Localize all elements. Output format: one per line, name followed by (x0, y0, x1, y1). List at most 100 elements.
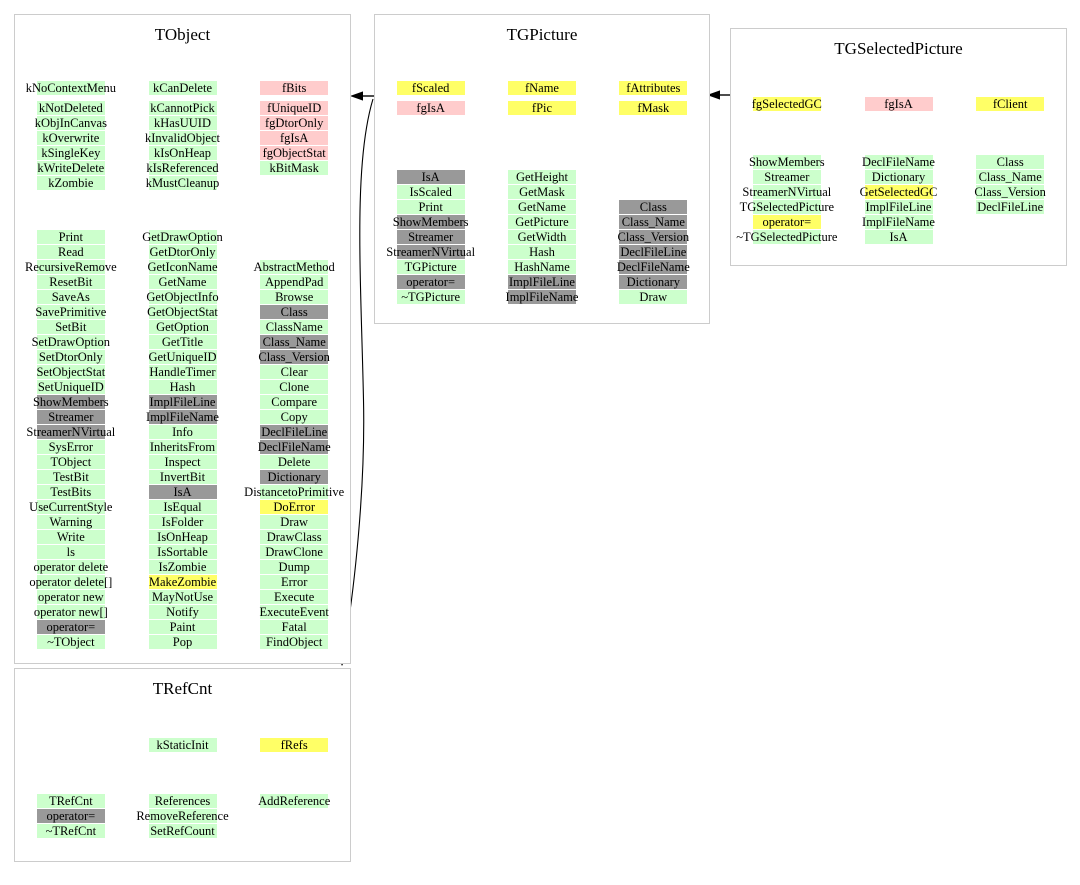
cell-makezombie[interactable]: MakeZombie (148, 575, 217, 589)
cell-showmembers[interactable]: ShowMembers (393, 215, 469, 229)
cell-fatal[interactable]: Fatal (260, 620, 329, 634)
cell-print[interactable]: Print (36, 230, 105, 244)
cell-dictionary[interactable]: Dictionary (619, 275, 688, 289)
cell-streamer[interactable]: Streamer (396, 230, 465, 244)
cell-implfilename[interactable]: ImplFileName (862, 215, 935, 229)
cell-execute[interactable]: Execute (260, 590, 329, 604)
cell-streamer[interactable]: Streamer (752, 170, 821, 184)
cell-gettitle[interactable]: GetTitle (148, 335, 217, 349)
cell-streamernvirtual[interactable]: StreamerNVirtual (26, 425, 115, 439)
cell-~tgpicture[interactable]: ~TGPicture (396, 290, 465, 304)
cell-getselectedgc[interactable]: GetSelectedGC (860, 185, 937, 199)
cell-executeevent[interactable]: ExecuteEvent (259, 605, 329, 619)
cell-kmustcleanup[interactable]: kMustCleanup (146, 176, 219, 190)
cell-iszombie[interactable]: IsZombie (148, 560, 217, 574)
cell-isfolder[interactable]: IsFolder (148, 515, 217, 529)
class-title-tobject[interactable]: TObject (154, 25, 211, 44)
cell-saveas[interactable]: SaveAs (36, 290, 105, 304)
cell-read[interactable]: Read (36, 245, 105, 259)
cell-draw[interactable]: Draw (619, 290, 688, 304)
cell-fgdtoronly[interactable]: fgDtorOnly (260, 116, 329, 130)
cell-implfileline[interactable]: ImplFileLine (148, 395, 217, 409)
cell-implfileline[interactable]: ImplFileLine (864, 200, 933, 214)
cell-fname[interactable]: fName (507, 81, 576, 95)
cell-appendpad[interactable]: AppendPad (260, 275, 329, 289)
cell-khasuuid[interactable]: kHasUUID (148, 116, 217, 130)
cell-maynotuse[interactable]: MayNotUse (148, 590, 217, 604)
cell-setuniqueid[interactable]: SetUniqueID (36, 380, 105, 394)
class-title-tgselectedpicture[interactable]: TGSelectedPicture (834, 39, 963, 58)
cell-resetbit[interactable]: ResetBit (36, 275, 105, 289)
cell-kobjincanvas[interactable]: kObjInCanvas (35, 116, 107, 130)
cell-kcandelete[interactable]: kCanDelete (148, 81, 217, 95)
cell-addreference[interactable]: AddReference (258, 794, 330, 808)
cell-operator-new[interactable]: operator new[] (34, 605, 108, 619)
cell-getdtoronly[interactable]: GetDtorOnly (148, 245, 217, 259)
cell-class[interactable]: Class (260, 305, 329, 319)
cell-declfilename[interactable]: DeclFileName (862, 155, 935, 169)
cell-fgisa[interactable]: fgIsA (864, 97, 933, 111)
cell-classname[interactable]: ClassName (260, 320, 329, 334)
cell-kzombie[interactable]: kZombie (36, 176, 105, 190)
class-title-trefcnt[interactable]: TRefCnt (152, 679, 213, 698)
cell-hash[interactable]: Hash (148, 380, 217, 394)
cell-operator[interactable]: operator= (36, 620, 105, 634)
cell-clone[interactable]: Clone (260, 380, 329, 394)
cell-koverwrite[interactable]: kOverwrite (36, 131, 105, 145)
cell-getname[interactable]: GetName (507, 200, 576, 214)
cell-dump[interactable]: Dump (260, 560, 329, 574)
cell-fgisa[interactable]: fgIsA (396, 101, 465, 115)
cell-class-version[interactable]: Class_Version (974, 185, 1046, 199)
cell-inspect[interactable]: Inspect (148, 455, 217, 469)
cell-operator[interactable]: operator= (36, 809, 105, 823)
cell-frefs[interactable]: fRefs (260, 738, 329, 752)
cell-dictionary[interactable]: Dictionary (864, 170, 933, 184)
cell-isscaled[interactable]: IsScaled (396, 185, 465, 199)
cell-knocontextmenu[interactable]: kNoContextMenu (26, 81, 116, 95)
cell-showmembers[interactable]: ShowMembers (33, 395, 109, 409)
cell-implfilename[interactable]: ImplFileName (146, 410, 219, 424)
cell-issortable[interactable]: IsSortable (148, 545, 217, 559)
cell-delete[interactable]: Delete (260, 455, 329, 469)
cell-getname[interactable]: GetName (148, 275, 217, 289)
cell-showmembers[interactable]: ShowMembers (749, 155, 825, 169)
cell-isa[interactable]: IsA (864, 230, 933, 244)
cell-fattributes[interactable]: fAttributes (619, 81, 688, 95)
cell-streamer[interactable]: Streamer (36, 410, 105, 424)
cell-findobject[interactable]: FindObject (260, 635, 329, 649)
cell-streamernvirtual[interactable]: StreamerNVirtual (742, 185, 831, 199)
cell-info[interactable]: Info (148, 425, 217, 439)
cell-declfilename[interactable]: DeclFileName (617, 260, 690, 274)
cell-geticonname[interactable]: GetIconName (147, 260, 218, 274)
cell-copy[interactable]: Copy (260, 410, 329, 424)
cell-getuniqueid[interactable]: GetUniqueID (148, 350, 217, 364)
cell-references[interactable]: References (148, 794, 217, 808)
cell-fclient[interactable]: fClient (976, 97, 1045, 111)
cell-getwidth[interactable]: GetWidth (507, 230, 576, 244)
cell-kcannotpick[interactable]: kCannotPick (148, 101, 217, 115)
cell-getpicture[interactable]: GetPicture (507, 215, 576, 229)
cell-implfileline[interactable]: ImplFileLine (507, 275, 576, 289)
cell-getobjectstat[interactable]: GetObjectStat (147, 305, 218, 319)
cell-kinvalidobject[interactable]: kInvalidObject (145, 131, 220, 145)
cell-syserror[interactable]: SysError (36, 440, 105, 454)
cell-class-version[interactable]: Class_Version (618, 230, 689, 244)
cell-draw[interactable]: Draw (260, 515, 329, 529)
cell-handletimer[interactable]: HandleTimer (148, 365, 217, 379)
cell-ksinglekey[interactable]: kSingleKey (36, 146, 105, 160)
cell-tgselectedpicture[interactable]: TGSelectedPicture (740, 200, 834, 214)
cell-pop[interactable]: Pop (148, 635, 217, 649)
cell-class-name[interactable]: Class_Name (260, 335, 329, 349)
cell-doerror[interactable]: DoError (260, 500, 329, 514)
cell-tobject[interactable]: TObject (36, 455, 105, 469)
cell-fscaled[interactable]: fScaled (396, 81, 465, 95)
cell-kisreferenced[interactable]: kIsReferenced (146, 161, 219, 175)
cell-class-name[interactable]: Class_Name (976, 170, 1045, 184)
cell-setdtoronly[interactable]: SetDtorOnly (36, 350, 105, 364)
cell-getheight[interactable]: GetHeight (507, 170, 576, 184)
cell-inheritsfrom[interactable]: InheritsFrom (148, 440, 217, 454)
cell-operator-delete[interactable]: operator delete[] (29, 575, 112, 589)
cell-fpic[interactable]: fPic (507, 101, 576, 115)
cell-distancetoprimitive[interactable]: DistancetoPrimitive (244, 485, 344, 499)
cell-paint[interactable]: Paint (148, 620, 217, 634)
